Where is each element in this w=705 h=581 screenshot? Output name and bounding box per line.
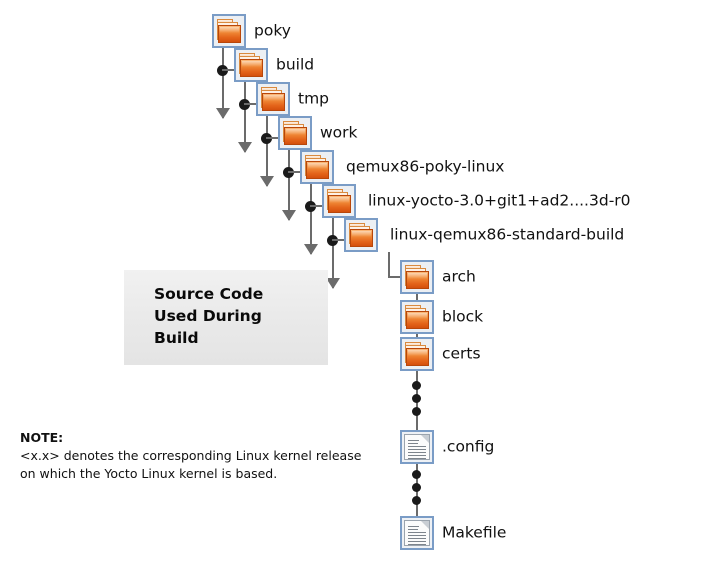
connector-line-build: [244, 82, 246, 152]
tree-node-config[interactable]: .config: [400, 430, 494, 464]
tree-node-poky[interactable]: poky: [212, 14, 291, 48]
note-body: <x.x> denotes the corresponding Linux ke…: [20, 448, 362, 482]
tree-node-work[interactable]: work: [278, 116, 358, 150]
tree-node-label: build: [276, 55, 315, 74]
connector-branch-tmp: [266, 137, 278, 139]
tree-node-block[interactable]: block: [400, 300, 483, 334]
tree-node-qemux86-poky-linux[interactable]: qemux86-poky-linux: [300, 150, 504, 184]
folder-icon: [322, 184, 356, 218]
arrowhead-qemux86: [304, 244, 318, 255]
tree-node-linux-qemux86-standard-build[interactable]: linux-qemux86-standard-build: [344, 218, 624, 252]
tree-node-label: .config: [442, 437, 495, 456]
tree-node-label: qemux86-poky-linux: [346, 157, 505, 176]
tree-node-label: arch: [442, 267, 476, 286]
folder-icon: [212, 14, 246, 48]
ellipsis-dot-1: [412, 381, 421, 390]
connector-line-tmp: [266, 116, 268, 186]
ellipsis-dot-2: [412, 394, 421, 403]
connector-branch-linux-yocto: [332, 239, 344, 241]
connector-line-arch-block: [416, 294, 418, 304]
tree-node-makefile[interactable]: Makefile: [400, 516, 506, 550]
arrowhead-work: [282, 210, 296, 221]
arrowhead-linux-yocto: [326, 278, 340, 289]
connector-branch-qemux86: [310, 205, 322, 207]
folder-icon: [400, 260, 434, 294]
tree-node-certs[interactable]: certs: [400, 337, 481, 371]
connector-line-qemux86: [310, 184, 312, 254]
folder-icon: [256, 82, 290, 116]
arrowhead-tmp: [260, 176, 274, 187]
note-block: NOTE: <x.x> denotes the corresponding Li…: [20, 430, 380, 483]
note-title: NOTE:: [20, 430, 64, 445]
folder-icon: [234, 48, 268, 82]
ellipsis-dot-4: [412, 470, 421, 479]
connector-line-linux-yocto: [332, 218, 334, 288]
connector-branch-poky: [222, 69, 234, 71]
tree-node-label: linux-yocto-3.0+git1+ad2....3d-r0: [368, 191, 631, 210]
ellipsis-dot-3: [412, 407, 421, 416]
tree-node-tmp[interactable]: tmp: [256, 82, 329, 116]
ellipsis-dot-5: [412, 483, 421, 492]
connector-line-work: [288, 150, 290, 220]
callout-label: Source Code Used During Build: [154, 285, 264, 347]
connector-line-poky: [222, 48, 224, 118]
file-icon: [400, 430, 434, 464]
connector-branch-work: [288, 171, 300, 173]
tree-node-label: linux-qemux86-standard-build: [390, 225, 625, 244]
source-code-callout-box: Source Code Used During Build: [124, 270, 328, 365]
tree-node-arch[interactable]: arch: [400, 260, 476, 294]
folder-icon: [344, 218, 378, 252]
folder-icon: [400, 337, 434, 371]
tree-node-linux-yocto[interactable]: linux-yocto-3.0+git1+ad2....3d-r0: [322, 184, 631, 218]
tree-node-label: certs: [442, 344, 481, 363]
connector-elbow-vertical: [388, 252, 390, 278]
tree-node-label: tmp: [298, 89, 330, 108]
arrowhead-poky: [216, 108, 230, 119]
tree-node-label: block: [442, 307, 484, 326]
file-icon: [400, 516, 434, 550]
tree-node-build[interactable]: build: [234, 48, 314, 82]
tree-node-label: Makefile: [442, 523, 507, 542]
folder-icon: [278, 116, 312, 150]
tree-node-label: work: [320, 123, 358, 142]
folder-icon: [400, 300, 434, 334]
arrowhead-build: [238, 142, 252, 153]
connector-branch-build: [244, 103, 256, 105]
tree-node-label: poky: [254, 21, 291, 40]
folder-icon: [300, 150, 334, 184]
ellipsis-dot-6: [412, 496, 421, 505]
